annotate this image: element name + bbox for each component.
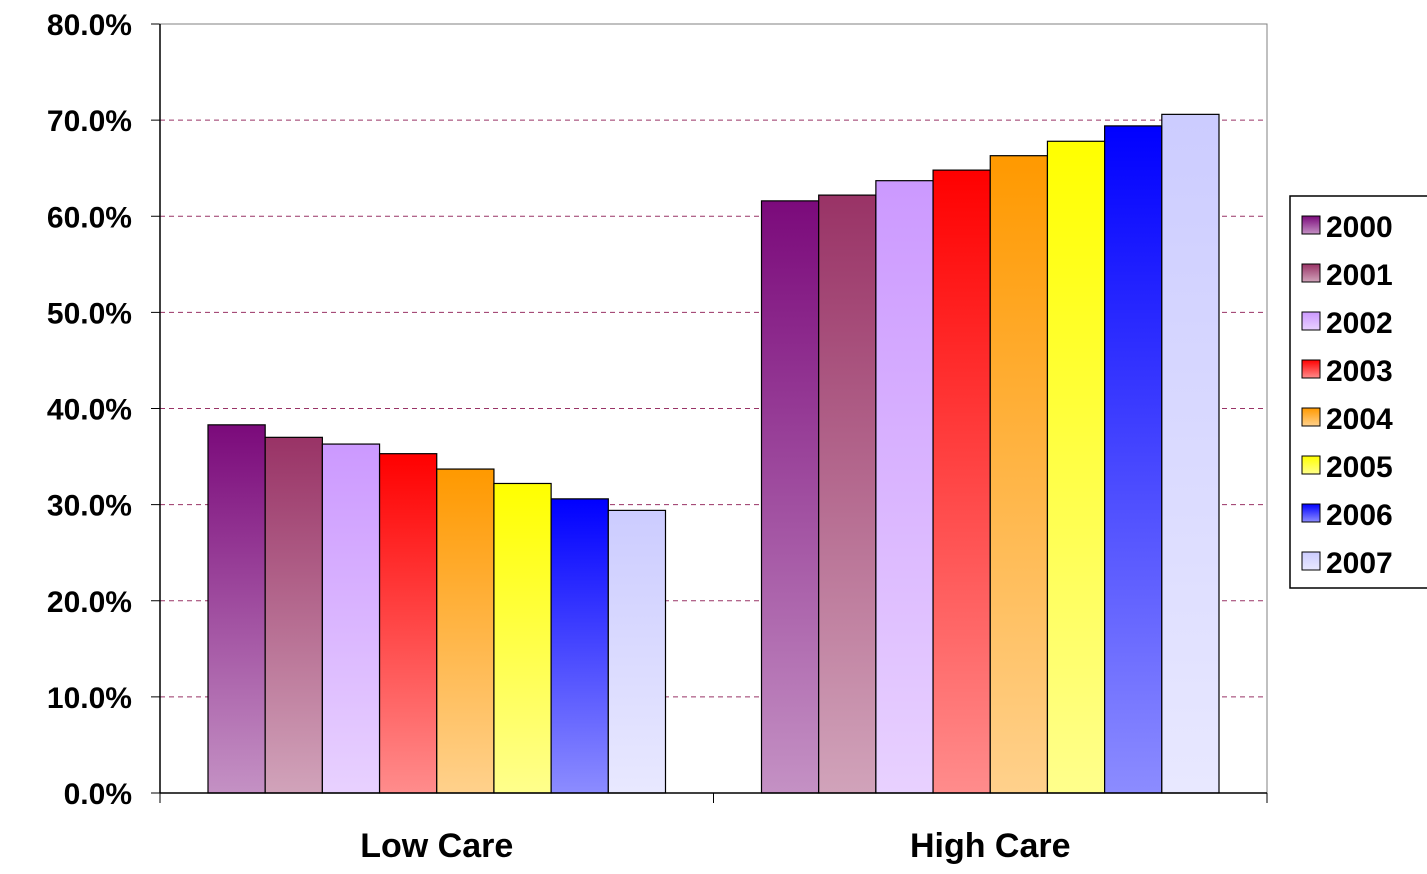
- y-tick-label: 0.0%: [64, 778, 132, 811]
- bar-2001-low-care: [264, 436, 323, 794]
- y-tick-label: 50.0%: [47, 297, 132, 330]
- legend-swatch: [1301, 551, 1321, 571]
- legend-label: 2004: [1326, 403, 1393, 436]
- bar-2004-low-care: [436, 468, 495, 794]
- x-category-label: Low Care: [360, 827, 513, 865]
- bar-2000-high-care: [760, 200, 820, 794]
- y-tick-label: 30.0%: [47, 490, 132, 523]
- bar-2005-low-care: [493, 482, 552, 794]
- legend-swatch: [1301, 359, 1321, 379]
- y-tick-label: 60.0%: [47, 201, 132, 234]
- legend-label: 2000: [1326, 211, 1393, 244]
- y-tick-label: 10.0%: [47, 682, 132, 715]
- legend-label: 2003: [1326, 355, 1393, 388]
- x-category-label: High Care: [910, 827, 1071, 865]
- y-tick-label: 70.0%: [47, 105, 132, 138]
- y-tick-label: 20.0%: [47, 586, 132, 619]
- legend-swatch: [1301, 263, 1321, 283]
- legend-swatch: [1301, 455, 1321, 475]
- y-tick-label: 40.0%: [47, 394, 132, 427]
- bar-2003-low-care: [378, 453, 438, 794]
- legend-label: 2001: [1326, 259, 1393, 292]
- bar-2000-low-care: [207, 424, 266, 794]
- legend-swatch: [1301, 503, 1321, 523]
- bar-2005-high-care: [1046, 140, 1106, 794]
- y-tick-label: 80.0%: [47, 9, 132, 42]
- legend-swatch: [1301, 215, 1321, 235]
- axes: 0.0% 10.0% 20.0% 30.0% 40.0% 50.0% 60.0% 70.0% 8…: [47, 9, 1268, 865]
- bar-2002-low-care: [321, 443, 381, 794]
- legend: 2000 2001 2002 2003 2004 2005 2006 2007: [1289, 195, 1427, 589]
- bar-2004-high-care: [989, 155, 1049, 794]
- legend-label: 2002: [1326, 307, 1393, 340]
- bar-2003-high-care: [932, 169, 991, 794]
- legend-box: [1289, 195, 1427, 589]
- bar-2006-high-care: [1104, 125, 1163, 794]
- legend-swatch: [1301, 311, 1321, 331]
- bar-2007-low-care: [607, 509, 667, 794]
- legend-label: 2007: [1326, 547, 1393, 580]
- bars: [207, 113, 1220, 794]
- bar-2002-high-care: [875, 180, 934, 794]
- legend-label: 2005: [1326, 451, 1393, 484]
- bar-2007-high-care: [1161, 113, 1220, 794]
- bar-2001-high-care: [818, 194, 877, 794]
- legend-label: 2006: [1326, 499, 1393, 532]
- bar-2006-low-care: [550, 498, 609, 794]
- legend-swatch: [1301, 407, 1321, 427]
